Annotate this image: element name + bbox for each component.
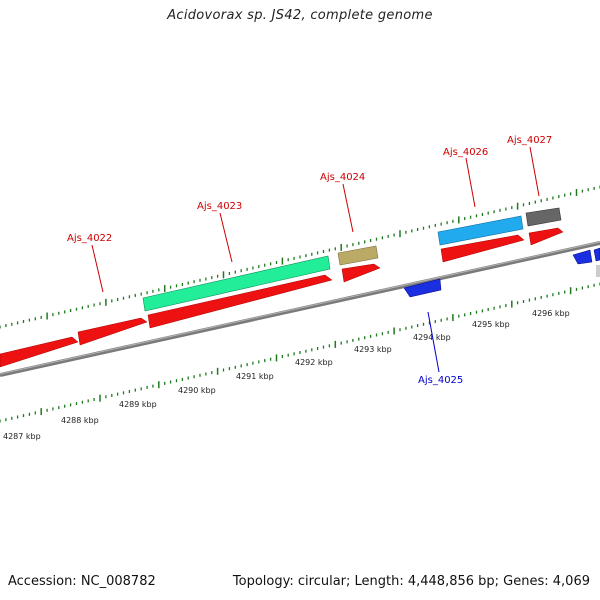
ruler-label-4292: 4292 kbp [295, 358, 333, 367]
reverse-gene-arrow[interactable] [572, 249, 593, 265]
gene-bar-track [142, 207, 562, 312]
cds-track [0, 227, 564, 368]
lower-tick-row [0, 282, 600, 423]
gene-labels: Ajs_4022 Ajs_4023 Ajs_4024 Ajs_4026 Ajs_… [67, 135, 552, 386]
ruler-label-4293: 4293 kbp [354, 345, 392, 354]
gene-ajs-4023-bar[interactable] [142, 255, 331, 312]
cds-arrow[interactable] [341, 263, 381, 283]
partial-gene-block[interactable] [596, 265, 600, 277]
ruler-label-4295: 4295 kbp [472, 320, 510, 329]
accession-info: Accession: NC_008782 [8, 574, 156, 589]
genome-backbone [0, 241, 600, 377]
leader-ajs-4024 [342, 183, 354, 233]
genome-title: Acidovorax sp. JS42, complete genome [167, 8, 433, 23]
reverse-gene-arrow[interactable] [593, 247, 600, 262]
gene-label-ajs-4027[interactable]: Ajs_4027 [507, 135, 552, 146]
gene-ajs-4026-bar[interactable] [437, 215, 524, 246]
cds-arrow[interactable] [440, 234, 525, 263]
cds-arrow[interactable] [147, 274, 333, 329]
cds-arrow[interactable] [0, 336, 79, 368]
gene-ajs-4027-bar[interactable] [525, 207, 562, 227]
upper-tick-row [0, 185, 600, 329]
genome-backbone-highlight [0, 241, 600, 375]
ruler-label-4288: 4288 kbp [61, 416, 99, 425]
ruler-label-4287: 4287 kbp [3, 432, 41, 441]
gene-label-ajs-4023[interactable]: Ajs_4023 [197, 201, 242, 212]
gene-label-ajs-4022[interactable]: Ajs_4022 [67, 233, 112, 244]
leader-ajs-4027 [529, 146, 540, 197]
gene-label-ajs-4026[interactable]: Ajs_4026 [443, 147, 488, 158]
ruler-label-4294: 4294 kbp [413, 333, 451, 342]
leader-ajs-4022 [91, 244, 104, 293]
leader-ajs-4025 [427, 311, 440, 373]
ruler-label-4296: 4296 kbp [532, 309, 570, 318]
cds-arrow[interactable] [77, 317, 148, 346]
label-leaders [91, 146, 540, 373]
gene-label-ajs-4024[interactable]: Ajs_4024 [320, 172, 365, 183]
cds-arrow[interactable] [528, 227, 564, 246]
genome-summary: Topology: circular; Length: 4,448,856 bp… [232, 574, 590, 589]
leader-ajs-4026 [465, 157, 476, 208]
gene-ajs-4025-arrow[interactable] [403, 278, 442, 298]
reverse-strand-track [403, 247, 600, 298]
gene-ajs-4024-bar[interactable] [337, 245, 379, 266]
leader-ajs-4023 [219, 212, 233, 263]
ruler-label-4290: 4290 kbp [178, 386, 216, 395]
gene-label-ajs-4025[interactable]: Ajs_4025 [418, 375, 463, 386]
ruler-label-4289: 4289 kbp [119, 400, 157, 409]
kbp-ruler: 4287 kbp 4288 kbp 4289 kbp 4290 kbp 4291… [3, 309, 570, 441]
ruler-label-4291: 4291 kbp [236, 372, 274, 381]
